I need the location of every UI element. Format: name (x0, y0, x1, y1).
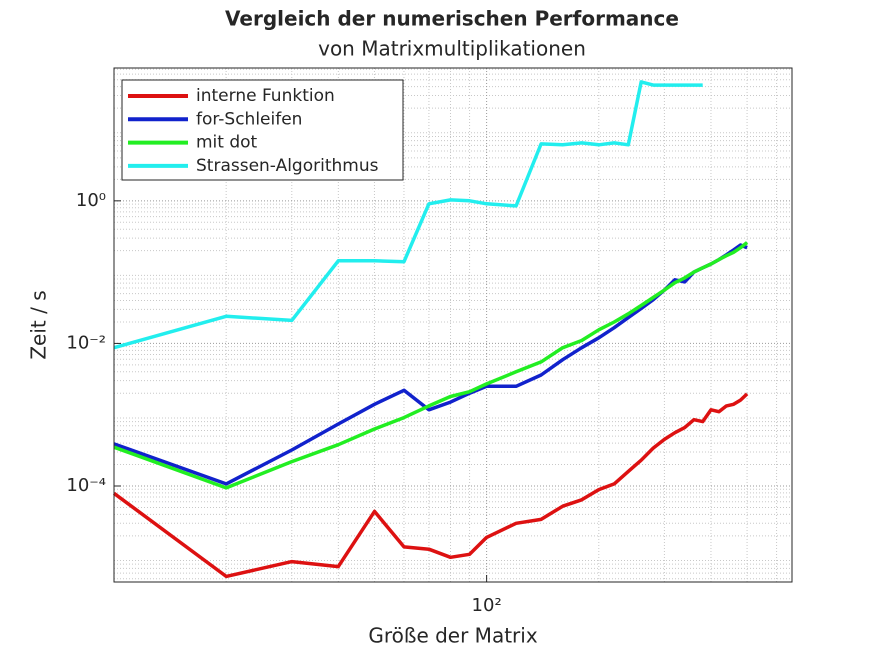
legend-label: mit dot (196, 133, 258, 153)
y-tick-label: 10⁻⁴ (66, 475, 106, 496)
x-axis-label: Größe der Matrix (368, 624, 537, 648)
x-tick-label: 10² (472, 595, 502, 616)
legend: interne Funktion for-Schleifen mit dot Stra… (121, 79, 404, 181)
chart-title: Vergleich der numerischen Performance (225, 7, 679, 31)
y-tick-label: 10⁻² (66, 332, 106, 353)
legend-label: interne Funktion (196, 86, 335, 106)
legend-label: Strassen-Algorithmus (196, 156, 379, 176)
chart-subtitle: von Matrixmultiplikationen (318, 37, 586, 61)
series-line (113, 241, 749, 490)
y-tick-label: 10⁰ (76, 190, 106, 211)
plot-frame (113, 67, 793, 583)
series-line (112, 392, 749, 579)
legend-label: for-Schleifen (196, 109, 302, 129)
series-line (113, 80, 703, 350)
y-axis-label: Zeit / s (27, 290, 51, 359)
